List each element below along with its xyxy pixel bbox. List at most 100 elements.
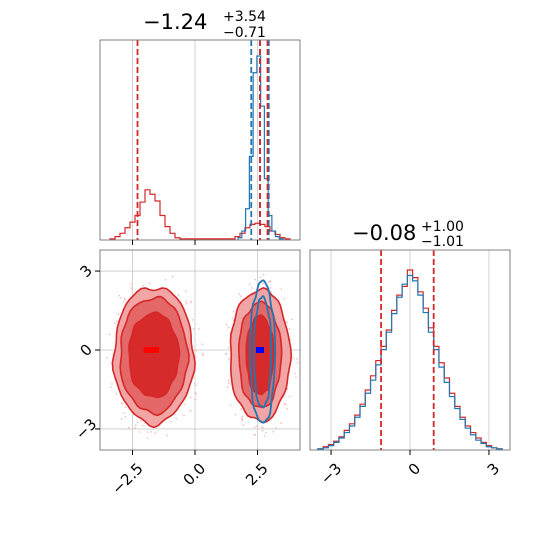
bottom-left-scatter-point [110, 386, 112, 388]
panel-bottom-left: −2.5 0.0 2.5 −3 0 3 [72, 249, 301, 498]
bottom-left-scatter-point [193, 382, 196, 384]
bottom-left-scatter-point [118, 294, 121, 297]
bottom-left-scatter-point [134, 424, 137, 426]
bottom-left-scatter-point [232, 310, 235, 313]
bottom-left-scatter-point [139, 420, 142, 422]
bottom-left-scatter-point [117, 313, 120, 316]
bottom-left-scatter-point [136, 421, 139, 424]
bottom-left-scatter-point [190, 396, 192, 399]
bottom-left-scatter-point [198, 328, 200, 330]
bottom-left-scatter-point [184, 403, 186, 405]
bottom-left-scatter-point [262, 282, 264, 284]
bottom-left-scatter-point [270, 290, 272, 293]
bottom-left-ticks [95, 270, 258, 455]
bottom-left-scatter-point [141, 424, 144, 427]
bottom-left-scatter-point [130, 287, 133, 289]
bottom-left-scatter-point [260, 426, 263, 428]
bottom-left-scatter-point [202, 354, 204, 357]
top-left-quantile-lines [136, 40, 270, 240]
bottom-left-scatter-point [108, 333, 111, 336]
bottom-right-x-tick-label: −3 [317, 460, 345, 488]
bottom-left-scatter-point [124, 298, 126, 301]
bottom-left-scatter-point [120, 418, 123, 420]
bottom-left-scatter-point [269, 281, 272, 283]
bottom-right-histogram-series-1 [317, 274, 503, 450]
bottom-left-scatter-point [146, 437, 149, 439]
bottom-left-contour-red-level-2 [128, 311, 181, 399]
bottom-left-scatter-point [147, 431, 149, 433]
bottom-left-scatter-point [127, 426, 130, 429]
bottom-left-scatter-point [286, 408, 288, 410]
bottom-left-scatter-point [296, 361, 299, 364]
bottom-left-scatter-point [124, 415, 127, 418]
bottom-left-scatter-point [280, 422, 282, 424]
bottom-left-contours [106, 273, 299, 439]
panel-top-left: −1.24 +3.54 −0.71 [99, 9, 301, 245]
bottom-left-scatter-point [142, 284, 145, 287]
bottom-left-scatter-point [251, 287, 253, 289]
bottom-left-scatter-point [111, 383, 113, 385]
bottom-left-scatter-point [280, 288, 283, 290]
bottom-left-scatter-point [130, 283, 132, 285]
bottom-left-scatter-point [171, 275, 174, 278]
bottom-left-scatter-point [295, 376, 297, 378]
bottom-left-scatter-point [292, 357, 294, 359]
bottom-right-histogram-series-0 [317, 269, 503, 450]
bottom-left-scatter-point [256, 425, 258, 428]
bottom-left-scatter-point [150, 431, 153, 433]
bottom-left-scatter-point [192, 328, 195, 330]
bottom-left-scatter-point [291, 318, 293, 321]
bottom-left-scatter-point [262, 273, 265, 276]
bottom-left-scatter-point [189, 409, 192, 412]
bottom-left-scatter-point [183, 414, 185, 417]
bottom-left-scatter-point [296, 358, 298, 360]
bottom-left-scatter-point [259, 276, 262, 279]
bottom-left-scatter-point [231, 317, 234, 320]
bottom-left-scatter-point [234, 413, 237, 416]
bottom-left-scatter-point [286, 388, 289, 390]
bottom-left-marker-red [143, 347, 152, 353]
bottom-left-scatter-point [195, 356, 197, 358]
bottom-left-x-tick-label: 0.0 [180, 460, 210, 490]
bottom-left-scatter-point [227, 346, 230, 349]
bottom-left-scatter-point [194, 398, 197, 401]
bottom-left-scatter-point [288, 328, 291, 330]
bottom-left-scatter-point [254, 278, 256, 281]
top-left-axes-frame [99, 39, 301, 241]
bottom-left-scatter-point [191, 319, 194, 321]
bottom-left-scatter-point [228, 358, 230, 360]
bottom-left-scatter-point [185, 302, 188, 305]
bottom-left-scatter-point [225, 353, 228, 355]
bottom-left-scatter-point [190, 300, 193, 303]
bottom-left-scatter-point [148, 282, 151, 285]
bottom-left-scatter-point [267, 281, 270, 283]
bottom-left-scatter-point [241, 418, 243, 421]
bottom-left-scatter-point [283, 298, 285, 300]
bottom-left-scatter-point [106, 356, 108, 359]
bottom-left-scatter-point [240, 408, 242, 410]
bottom-left-scatter-point [122, 301, 125, 303]
bottom-right-quantile-lines [380, 250, 435, 450]
top-left-histogram-series-0 [109, 189, 291, 240]
bottom-left-scatter-point [122, 412, 125, 414]
bottom-right-ticks [330, 450, 490, 455]
top-left-title-upper-error: +3.54 [223, 9, 266, 25]
bottom-left-contour-blue-level-0 [249, 279, 276, 424]
bottom-right-title-value: −0.08 [352, 221, 416, 245]
bottom-left-scatter-point [116, 320, 118, 323]
bottom-left-scatter-point [175, 417, 178, 420]
bottom-left-scatter-point [241, 415, 243, 418]
bottom-left-scatter-point [225, 323, 228, 326]
bottom-left-scatter-point [269, 287, 272, 289]
top-left-grid [132, 40, 258, 240]
bottom-left-scatter-point [265, 431, 267, 434]
bottom-left-scatter-point [154, 432, 156, 434]
bottom-left-marker-red [151, 347, 159, 353]
bottom-left-y-tick-label: 3 [76, 261, 95, 280]
bottom-left-scatter-point [121, 402, 124, 405]
bottom-left-scatter-point [254, 434, 256, 436]
bottom-right-grid [330, 250, 490, 450]
bottom-left-scatter-point [238, 293, 241, 295]
bottom-right-histograms [317, 269, 503, 450]
